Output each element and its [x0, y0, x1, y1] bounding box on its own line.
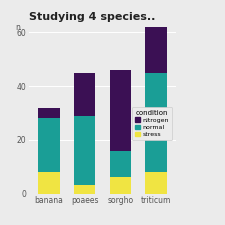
Bar — [110, 177, 131, 194]
Bar — [145, 172, 166, 194]
Bar — [38, 172, 60, 194]
Text: Studying 4 species..: Studying 4 species.. — [29, 12, 156, 22]
Bar — [74, 185, 95, 193]
Y-axis label: n: n — [15, 23, 20, 32]
Bar — [74, 116, 95, 185]
Bar — [38, 118, 60, 172]
Bar — [110, 151, 131, 177]
Bar — [145, 73, 166, 172]
Bar — [38, 108, 60, 118]
Bar — [74, 73, 95, 116]
Bar — [145, 27, 166, 73]
Legend: nitrogen, normal, stress: nitrogen, normal, stress — [132, 107, 172, 140]
Bar — [110, 70, 131, 151]
